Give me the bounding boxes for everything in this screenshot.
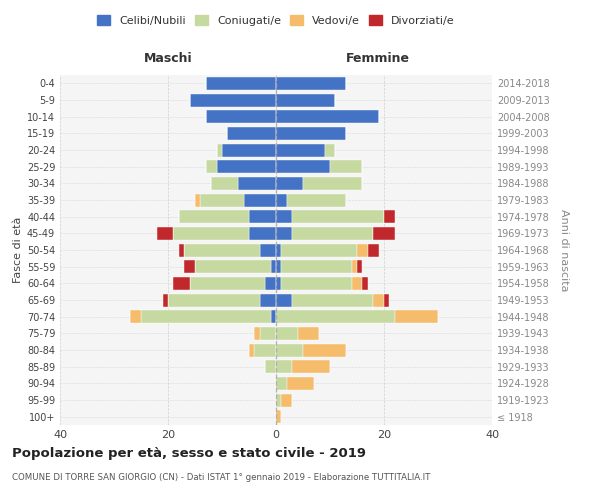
- Bar: [190, 94, 276, 106]
- Bar: [184, 244, 260, 256]
- Bar: [276, 344, 303, 356]
- Y-axis label: Anni di nascita: Anni di nascita: [559, 208, 569, 291]
- Bar: [217, 160, 276, 173]
- Bar: [195, 260, 271, 273]
- Bar: [276, 260, 281, 273]
- Bar: [276, 127, 346, 140]
- Bar: [271, 260, 276, 273]
- Bar: [276, 360, 292, 373]
- Bar: [276, 327, 298, 340]
- Bar: [281, 394, 292, 406]
- Bar: [206, 77, 276, 90]
- Bar: [222, 144, 276, 156]
- Bar: [163, 294, 168, 306]
- Bar: [260, 244, 276, 256]
- Bar: [276, 310, 395, 323]
- Bar: [130, 310, 141, 323]
- Bar: [292, 360, 330, 373]
- Bar: [276, 377, 287, 390]
- Bar: [276, 410, 281, 423]
- Bar: [179, 210, 249, 223]
- Bar: [276, 277, 281, 290]
- Bar: [276, 77, 346, 90]
- Bar: [276, 244, 281, 256]
- Bar: [357, 244, 368, 256]
- Bar: [238, 177, 276, 190]
- Bar: [395, 310, 438, 323]
- Bar: [254, 327, 260, 340]
- Bar: [271, 310, 276, 323]
- Text: Maschi: Maschi: [143, 52, 193, 65]
- Bar: [265, 360, 276, 373]
- Bar: [260, 327, 276, 340]
- Bar: [287, 194, 346, 206]
- Bar: [211, 177, 238, 190]
- Text: COMUNE DI TORRE SAN GIORGIO (CN) - Dati ISTAT 1° gennaio 2019 - Elaborazione TUT: COMUNE DI TORRE SAN GIORGIO (CN) - Dati …: [12, 472, 430, 482]
- Bar: [179, 244, 184, 256]
- Bar: [141, 310, 271, 323]
- Bar: [276, 294, 292, 306]
- Bar: [292, 294, 373, 306]
- Bar: [254, 344, 276, 356]
- Bar: [244, 194, 276, 206]
- Bar: [276, 110, 379, 123]
- Bar: [281, 244, 357, 256]
- Bar: [384, 210, 395, 223]
- Bar: [352, 260, 357, 273]
- Bar: [227, 127, 276, 140]
- Bar: [303, 344, 346, 356]
- Bar: [276, 394, 281, 406]
- Bar: [287, 377, 314, 390]
- Bar: [276, 160, 330, 173]
- Bar: [298, 327, 319, 340]
- Bar: [249, 227, 276, 240]
- Bar: [276, 210, 292, 223]
- Bar: [276, 227, 292, 240]
- Bar: [249, 210, 276, 223]
- Bar: [260, 294, 276, 306]
- Text: Popolazione per età, sesso e stato civile - 2019: Popolazione per età, sesso e stato civil…: [12, 448, 366, 460]
- Bar: [373, 227, 395, 240]
- Bar: [249, 344, 254, 356]
- Bar: [265, 277, 276, 290]
- Bar: [195, 194, 200, 206]
- Bar: [206, 110, 276, 123]
- Bar: [168, 294, 260, 306]
- Bar: [292, 210, 384, 223]
- Bar: [276, 94, 335, 106]
- Bar: [357, 260, 362, 273]
- Bar: [362, 277, 368, 290]
- Bar: [281, 260, 352, 273]
- Bar: [373, 294, 384, 306]
- Bar: [157, 227, 173, 240]
- Bar: [206, 160, 217, 173]
- Legend: Celibi/Nubili, Coniugati/e, Vedovi/e, Divorziati/e: Celibi/Nubili, Coniugati/e, Vedovi/e, Di…: [93, 10, 459, 30]
- Bar: [217, 144, 222, 156]
- Bar: [190, 277, 265, 290]
- Bar: [352, 277, 362, 290]
- Bar: [200, 194, 244, 206]
- Text: Femmine: Femmine: [346, 52, 410, 65]
- Bar: [368, 244, 379, 256]
- Bar: [303, 177, 362, 190]
- Bar: [173, 227, 249, 240]
- Bar: [330, 160, 362, 173]
- Bar: [184, 260, 195, 273]
- Bar: [384, 294, 389, 306]
- Bar: [276, 177, 303, 190]
- Bar: [276, 194, 287, 206]
- Bar: [325, 144, 335, 156]
- Bar: [276, 144, 325, 156]
- Bar: [281, 277, 352, 290]
- Bar: [173, 277, 190, 290]
- Bar: [292, 227, 373, 240]
- Y-axis label: Fasce di età: Fasce di età: [13, 217, 23, 283]
